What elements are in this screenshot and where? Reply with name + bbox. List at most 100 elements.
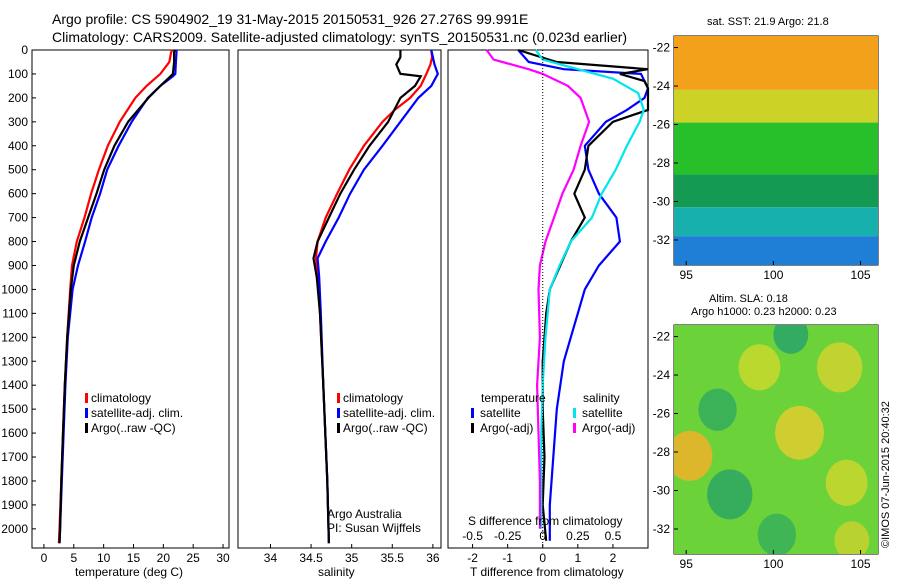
temperature-legend: climatology satellite-adj. clim. Argo(..…: [85, 391, 183, 435]
sla-map-title-line-2: Argo h1000: 0.23 h2000: 0.23: [691, 306, 837, 318]
sla-anomaly: [775, 405, 824, 460]
legend-swatch-climatology: [85, 393, 88, 403]
depth-tick-label: 600: [8, 187, 28, 201]
depth-tick-label: 0: [21, 43, 28, 57]
sla-anomaly: [674, 430, 713, 481]
map-lat-label: -28: [653, 156, 671, 170]
legend-swatch-sal-argo: [573, 423, 576, 433]
difference-legend: temperature salinity satellite Argo(-adj…: [471, 391, 635, 435]
legend-label-sal-satellite: satellite: [582, 406, 623, 420]
sst-map-title: sat. SST: 21.9 Argo: 21.8: [707, 16, 829, 28]
s-diff-tick-label: 0.25: [566, 529, 590, 543]
depth-tick-label: 200: [8, 91, 28, 105]
legend-label-satellite: satellite-adj. clim.: [91, 406, 183, 420]
legend-swatch-satellite: [337, 408, 340, 418]
series-line-argo-raw-qc-: [312, 50, 423, 544]
sla-anomaly: [825, 459, 868, 506]
argo-australia-label: Argo Australia: [327, 507, 402, 521]
x-tick-label: 2: [610, 551, 617, 565]
map-lon-label: 105: [851, 268, 871, 282]
depth-tick-label: 500: [8, 163, 28, 177]
x-tick-label: 5: [70, 551, 77, 565]
s-diff-tick-label: -0.5: [462, 529, 483, 543]
s-diff-tick-label: -0.25: [494, 529, 522, 543]
salinity-axis-label: salinity: [318, 565, 355, 579]
map-lon-label: 105: [851, 557, 871, 571]
sla-anomaly: [773, 325, 809, 354]
depth-tick-label: 1700: [1, 450, 28, 464]
series-line-temperature-satellite: [517, 49, 650, 541]
salinity-legend: climatology satellite-adj. clim. Argo(..…: [337, 391, 435, 435]
depth-tick-label: 1100: [2, 306, 28, 320]
series-line-climatology: [314, 49, 434, 544]
map-lat-label: -30: [653, 194, 671, 208]
map-lat-label: -30: [653, 483, 671, 497]
legend-swatch-sal-satellite: [573, 408, 576, 418]
x-tick-label: 36: [426, 551, 440, 565]
series-line-satellite-adj-clim-: [316, 49, 439, 544]
legend-swatch-temp-satellite: [471, 408, 474, 418]
legend-label-temp-satellite: satellite: [480, 406, 521, 420]
depth-tick-label: 1900: [1, 498, 28, 512]
depth-tick-label: 100: [8, 67, 28, 81]
legend-label-sal-argo: Argo(-adj): [582, 421, 635, 435]
depth-tick-label: 700: [8, 211, 28, 225]
x-tick-label: 34.5: [299, 551, 323, 565]
sla-anomaly: [834, 521, 870, 554]
depth-tick-label: 1400: [1, 378, 28, 392]
legend-swatch-argo: [85, 423, 88, 433]
map-lat-label: -24: [653, 79, 671, 93]
map-lat-label: -32: [653, 522, 671, 536]
x-tick-label: -1: [502, 551, 513, 565]
map-lat-label: -26: [653, 407, 671, 421]
x-tick-label: 35: [345, 551, 359, 565]
depth-tick-label: 1300: [1, 354, 28, 368]
legend-swatch-satellite: [85, 408, 88, 418]
x-tick-label: 30: [216, 551, 230, 565]
legend-label-satellite: satellite-adj. clim.: [343, 406, 435, 420]
sst-band: [674, 174, 878, 208]
depth-tick-label: 1800: [1, 474, 28, 488]
map-lat-label: -26: [653, 118, 671, 132]
depth-tick-label: 900: [8, 258, 28, 272]
depth-tick-label: 800: [8, 235, 28, 249]
depth-tick-label: 2000: [1, 522, 28, 536]
legend-swatch-argo: [337, 423, 340, 433]
sst-band: [674, 236, 878, 265]
map-lon-label: 100: [763, 557, 783, 571]
chart-title-line-1: Argo profile: CS 5904902_19 31-May-2015 …: [52, 11, 529, 27]
legend-label-argo: Argo(..raw -QC): [343, 421, 428, 435]
legend-header-temperature: temperature: [481, 391, 546, 405]
depth-tick-label: 300: [8, 115, 28, 129]
sla-anomaly: [738, 344, 781, 391]
x-tick-label: 15: [127, 551, 141, 565]
map-lon-label: 95: [680, 557, 694, 571]
sla-anomaly: [757, 513, 797, 554]
sla-anomaly: [698, 388, 737, 431]
temperature-axis-label: temperature (deg C): [75, 565, 183, 579]
x-tick-label: 25: [187, 551, 201, 565]
x-tick-label: 34: [264, 551, 278, 565]
map-lon-label: 95: [680, 268, 694, 282]
t-difference-axis-label: T difference from climatology: [470, 565, 624, 579]
depth-tick-label: 1000: [1, 282, 28, 296]
map-3: [674, 36, 878, 265]
series-line-climatology: [57, 49, 174, 544]
s-difference-label: S difference from climatology: [468, 514, 623, 528]
sst-band: [674, 122, 878, 175]
x-tick-label: 35.5: [381, 551, 405, 565]
s-diff-tick-label: 0.5: [605, 529, 622, 543]
salinity-panel-frame: [237, 49, 442, 549]
depth-tick-label: 400: [8, 139, 28, 153]
series-line-salinity-satellite: [534, 49, 645, 529]
sst-band: [674, 36, 878, 90]
depth-tick-label: 1200: [1, 330, 28, 344]
sla-anomaly: [816, 342, 863, 393]
legend-label-climatology: climatology: [91, 391, 151, 405]
map-lat-label: -22: [653, 330, 671, 344]
legend-swatch-climatology: [337, 393, 340, 403]
imos-timestamp: ©IMOS 07-Jun-2015 20:40:32: [880, 401, 892, 548]
chart-title-line-2: Climatology: CARS2009. Satellite-adjuste…: [52, 29, 628, 45]
legend-label-climatology: climatology: [343, 391, 403, 405]
